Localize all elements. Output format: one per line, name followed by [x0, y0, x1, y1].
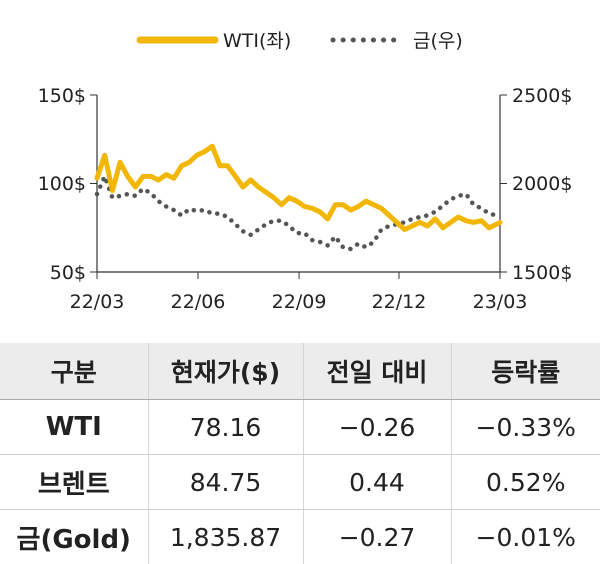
header-daily-change: 전일 대비	[303, 343, 451, 400]
x-tick-label: 22/06	[171, 291, 226, 313]
x-tick-label: 22/03	[70, 291, 125, 313]
cell-current-price: 78.16	[148, 400, 303, 455]
cell-daily-change: 0.44	[303, 455, 451, 510]
series-layer	[97, 146, 500, 249]
table-row: WTI 78.16 −0.26 −0.33%	[0, 400, 600, 455]
cell-current-price: 1,835.87	[148, 510, 303, 564]
cell-daily-change: −0.27	[303, 510, 451, 564]
right-tick-label: 2500$	[512, 85, 572, 107]
left-tick-label: 50$	[50, 262, 86, 284]
table-header-row: 구분 현재가($) 전일 대비 등락률	[0, 343, 600, 400]
cell-change-rate: 0.52%	[451, 455, 600, 510]
legend-gold-label: 금(우)	[413, 30, 463, 52]
header-current-price: 현재가($)	[148, 343, 303, 400]
legend-wti-label: WTI(좌)	[223, 30, 291, 52]
legend: WTI(좌) 금(우)	[140, 30, 463, 52]
row-label: 브렌트	[0, 455, 148, 510]
row-label: 금(Gold)	[0, 510, 148, 564]
price-summary-table: 구분 현재가($) 전일 대비 등락률 WTI 78.16 −0.26 −0.3…	[0, 343, 600, 564]
cell-change-rate: −0.01%	[451, 510, 600, 564]
x-tick-label: 22/09	[272, 291, 327, 313]
wti-series-line	[97, 146, 500, 229]
table-row: 브렌트 84.75 0.44 0.52%	[0, 455, 600, 510]
price-chart: WTI(좌) 금(우) 150$ 100$ 50$ 2500$ 2000$ 15…	[0, 0, 600, 330]
left-tick-label: 150$	[38, 85, 86, 107]
row-label: WTI	[0, 400, 148, 455]
cell-daily-change: −0.26	[303, 400, 451, 455]
header-change-rate: 등락률	[451, 343, 600, 400]
table-row: 금(Gold) 1,835.87 −0.27 −0.01%	[0, 510, 600, 564]
left-tick-label: 100$	[38, 173, 86, 195]
header-category: 구분	[0, 343, 148, 400]
axes: 150$ 100$ 50$ 2500$ 2000$ 1500$	[38, 85, 573, 284]
gold-series-line	[97, 176, 500, 249]
x-axis-ticks: 22/03 22/06 22/09 22/12 23/03	[70, 272, 528, 313]
cell-change-rate: −0.33%	[451, 400, 600, 455]
right-tick-label: 1500$	[512, 262, 572, 284]
x-tick-label: 22/12	[372, 291, 427, 313]
cell-current-price: 84.75	[148, 455, 303, 510]
x-tick-label: 23/03	[473, 291, 528, 313]
right-tick-label: 2000$	[512, 173, 572, 195]
